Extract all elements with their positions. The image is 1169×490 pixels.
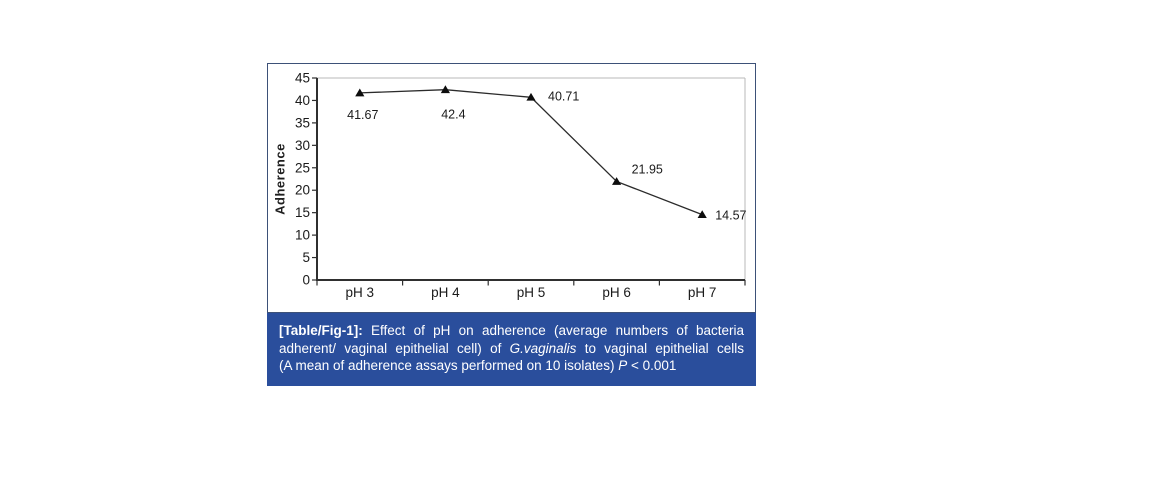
series-line <box>359 89 703 216</box>
y-tick-label: 15 <box>295 205 310 220</box>
caption-segment: < 0.001 <box>627 358 677 373</box>
x-category-label: pH 4 <box>431 285 460 300</box>
y-tick-label: 20 <box>295 183 310 198</box>
caption-segment: adherent/ vaginal epithelial cell) of <box>279 340 510 356</box>
chart-area: 0 5 10 15 20 25 30 35 40 45 pH 3 pH 4 pH 5 pH 6 pH 7 41… <box>267 63 756 313</box>
data-point-marker <box>440 85 450 94</box>
y-tick-label: 10 <box>295 228 310 243</box>
data-point-label: 42.4 <box>441 108 465 122</box>
caption-segment: P <box>618 358 628 373</box>
caption-segment: Effect of pH on adherence (average numbe… <box>362 323 744 338</box>
caption-line: (A mean of adherence assays performed on… <box>279 357 744 375</box>
data-point-label: 41.67 <box>347 108 378 122</box>
y-axis-title: Adherence <box>272 143 288 215</box>
table-fig-1: 0 5 10 15 20 25 30 35 40 45 pH 3 pH 4 pH 5 pH 6 pH 7 41… <box>267 63 756 386</box>
y-tick-label: 35 <box>295 115 310 130</box>
data-point-label: 40.71 <box>548 89 579 103</box>
y-tick-label: 25 <box>295 160 310 175</box>
data-point-label: 14.57 <box>715 209 746 223</box>
caption-segment: (A mean of adherence assays performed on… <box>279 358 619 373</box>
y-tick-label: 45 <box>295 71 310 86</box>
data-point-marker <box>612 177 622 185</box>
data-point-marker <box>355 88 365 97</box>
y-tick-label: 0 <box>302 273 310 288</box>
x-category-label: pH 7 <box>688 285 717 300</box>
line-chart: 0 5 10 15 20 25 30 35 40 45 pH 3 pH 4 pH 5 pH 6 pH 7 41… <box>295 71 747 301</box>
x-category-label: pH 5 <box>517 285 546 300</box>
y-tick-label: 30 <box>295 138 310 153</box>
x-category-label: pH 6 <box>602 285 631 300</box>
y-tick-label: 5 <box>302 250 310 265</box>
caption-line: adherent/ vaginal epithelial cell) of G.… <box>279 340 744 358</box>
caption-segment: to vaginal epithelial cells <box>576 340 744 356</box>
data-point-label: 21.95 <box>632 162 663 176</box>
y-tick-label: 40 <box>295 93 310 108</box>
caption-segment: G.vaginalis <box>509 340 577 356</box>
x-category-label: pH 3 <box>346 285 375 300</box>
caption-line: [Table/Fig-1]: Effect of pH on adherence… <box>279 322 744 340</box>
data-point-marker <box>526 92 536 101</box>
caption-segment: [Table/Fig-1]: <box>279 323 363 338</box>
data-point-marker <box>697 210 707 218</box>
figure-caption: [Table/Fig-1]: Effect of pH on adherence… <box>267 313 756 386</box>
